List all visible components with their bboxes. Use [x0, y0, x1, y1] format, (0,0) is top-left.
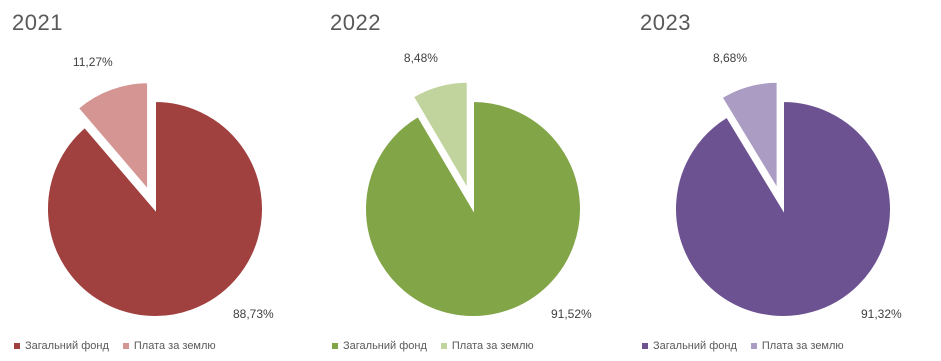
legend-item-main: Загальний фонд: [332, 340, 427, 352]
legend-item-minor: Плата за землю: [122, 340, 216, 352]
slice-minor: [720, 80, 779, 194]
legend-item-minor: Плата за землю: [750, 340, 844, 352]
minor-value-label: 8,68%: [712, 50, 748, 65]
legend-label-main: Загальний фонд: [343, 340, 427, 352]
main-value-label: 91,52%: [551, 306, 592, 321]
legend-swatch-main: [332, 343, 338, 349]
legend-label-minor: Плата за землю: [133, 340, 216, 352]
slice-main: [674, 99, 892, 318]
legend-swatch-minor: [122, 343, 129, 349]
legend: Загальний фонд Плата за землю: [332, 340, 548, 352]
legend-item-minor: Плата за землю: [440, 340, 534, 352]
chart-title: 2022: [330, 10, 381, 35]
chart-2021: 2021 11,27% 88,73% Загальний фонд Плата …: [0, 0, 313, 361]
legend-label-minor: Плата за землю: [451, 340, 534, 352]
chart-2022: 2022 8,48% 91,52% Загальний фонд Плата з…: [318, 0, 631, 361]
legend-swatch-main: [14, 343, 20, 349]
main-value-label: 88,73%: [233, 306, 274, 321]
legend-label-main: Загальний фонд: [653, 340, 737, 352]
main-value-label: 91,32%: [861, 306, 902, 321]
pie-2023: [674, 80, 892, 318]
pie-2022: [363, 80, 582, 318]
legend-swatch-minor: [750, 343, 757, 349]
slice-main: [46, 99, 264, 318]
legend-item-main: Загальний фонд: [14, 340, 109, 352]
legend-item-main: Загальний фонд: [642, 340, 737, 352]
minor-value-label: 11,27%: [72, 54, 113, 69]
pie-2021: [46, 81, 264, 318]
chart-title: 2023: [640, 10, 691, 35]
legend-swatch-main: [642, 343, 648, 349]
chart-title: 2021: [12, 10, 63, 35]
slice-main: [363, 99, 582, 318]
slice-minor: [411, 80, 469, 194]
chart-2023: 2023 8,68% 91,32% Загальний фонд Плата з…: [628, 0, 941, 361]
legend: Загальний фонд Плата за землю: [14, 340, 230, 352]
slice-minor: [76, 81, 150, 193]
legend-swatch-minor: [440, 343, 447, 349]
minor-value-label: 8,48%: [403, 50, 438, 65]
legend-label-main: Загальний фонд: [25, 340, 109, 352]
legend: Загальний фонд Плата за землю: [642, 340, 858, 352]
legend-label-minor: Плата за землю: [761, 340, 844, 352]
